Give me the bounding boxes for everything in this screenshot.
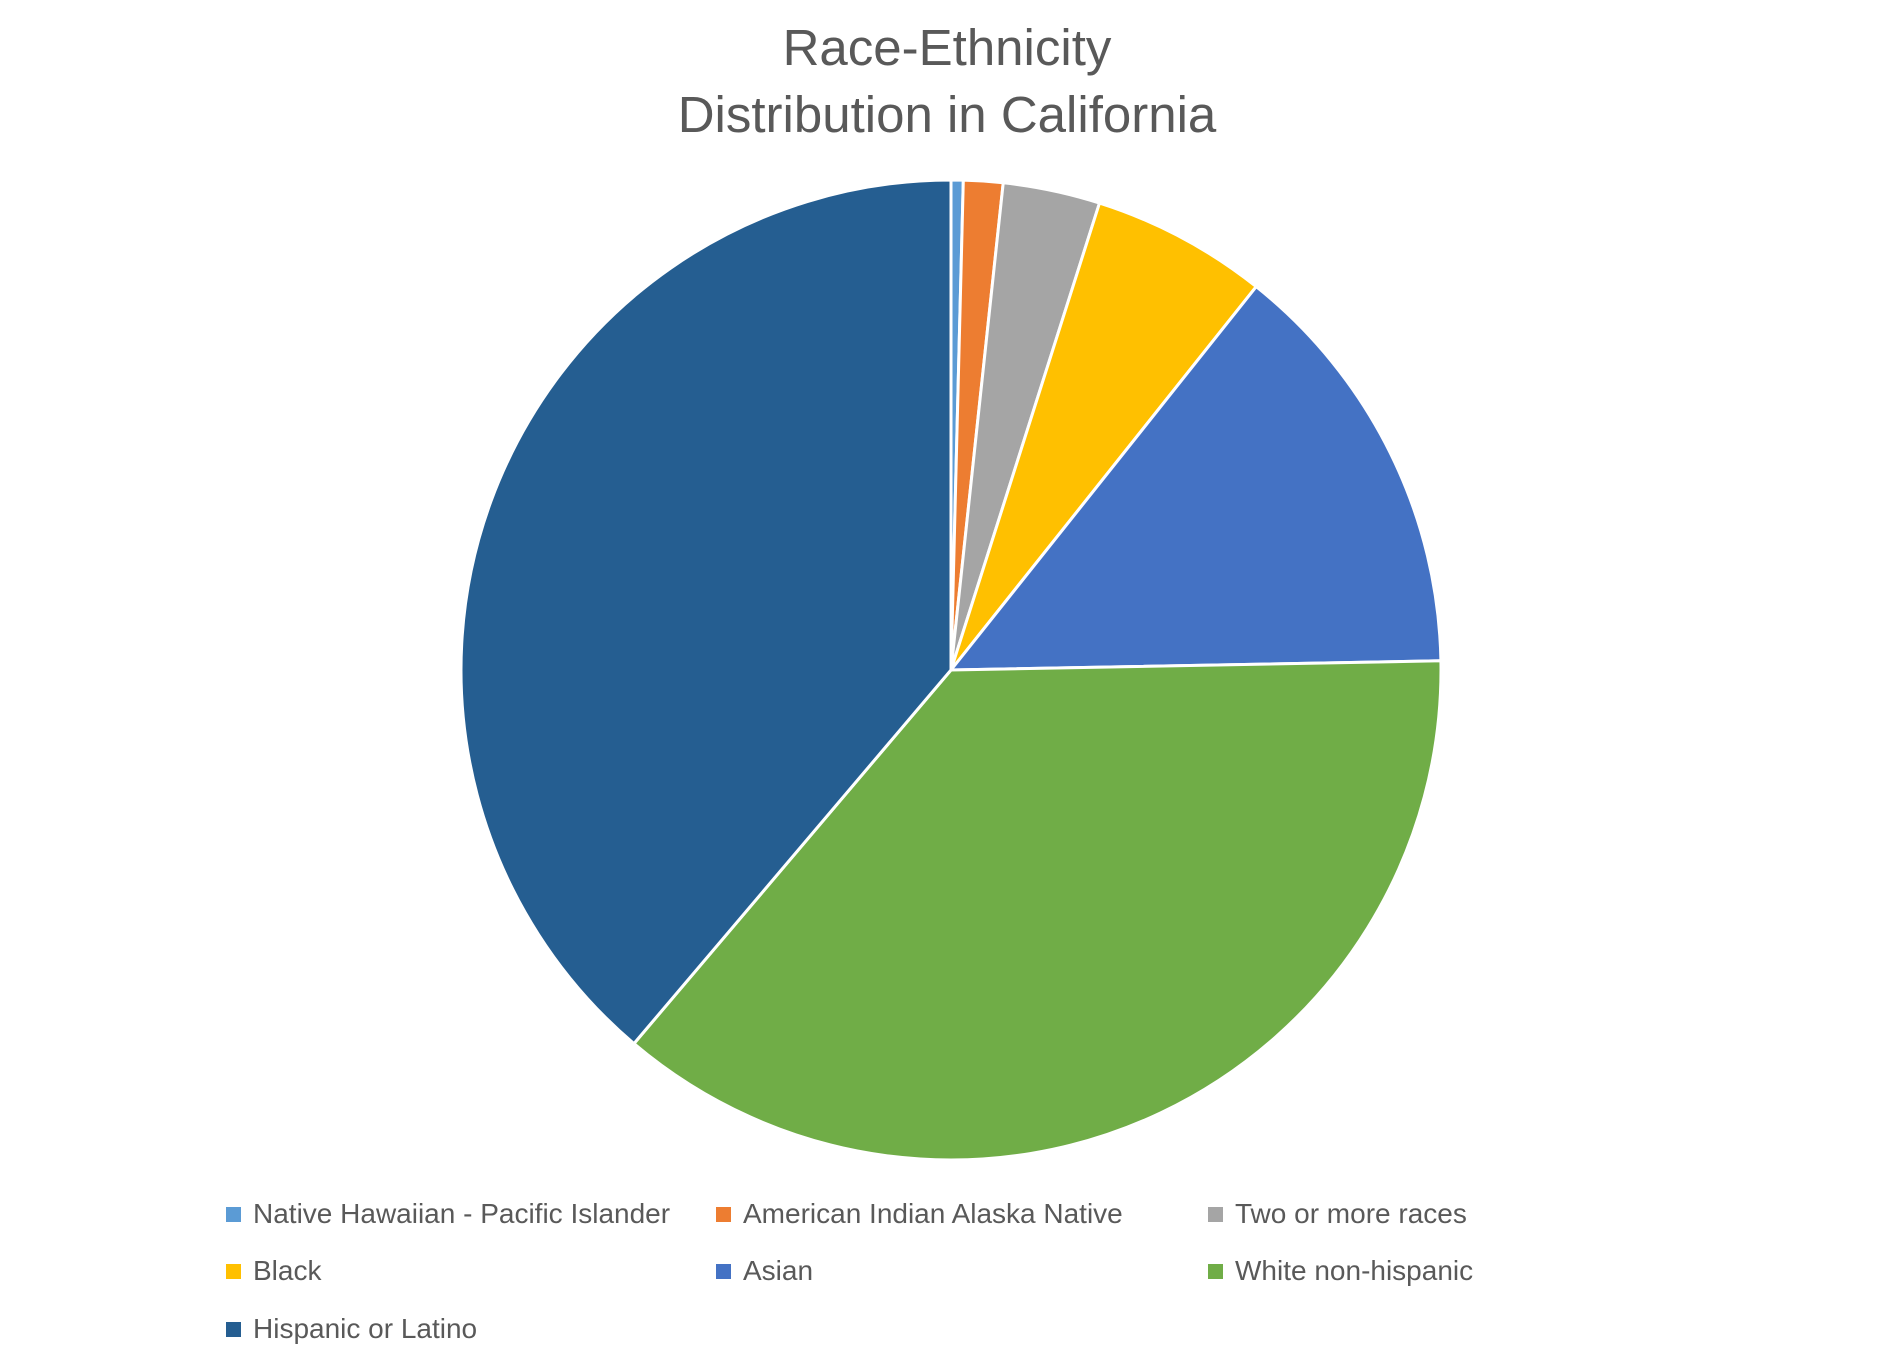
pie-slice-hispanic-or-latino xyxy=(459,178,953,1046)
legend-label: Asian xyxy=(743,1255,814,1286)
legend-swatch xyxy=(226,1206,241,1222)
legend-swatch xyxy=(226,1263,241,1279)
legend-swatch xyxy=(716,1263,731,1279)
legend-item-black: Black xyxy=(226,1251,321,1291)
legend-label: Hispanic or Latino xyxy=(253,1313,478,1344)
legend-label: American Indian Alaska Native xyxy=(743,1198,1123,1229)
legend-label: White non-hispanic xyxy=(1235,1255,1474,1286)
legend-item-white-non-hispanic: White non-hispanic xyxy=(1208,1251,1473,1291)
chart-title-line-1: Race-Ethnicity xyxy=(782,19,1112,76)
pie-slice-white-non-hispanic xyxy=(632,659,1443,1162)
legend-item-two-or-more-races: Two or more races xyxy=(1208,1194,1467,1234)
legend-swatch xyxy=(1208,1263,1223,1279)
legend-swatch xyxy=(226,1321,241,1337)
chart-legend: Native Hawaiian - Pacific Islander Americ… xyxy=(226,1194,1626,1344)
chart-title-line-2: Distribution in California xyxy=(677,86,1217,143)
pie-slice-black xyxy=(949,201,1258,672)
chart-title: Race-Ethnicity Distribution in Californi… xyxy=(0,14,1894,148)
pie-slice-asian xyxy=(949,285,1443,672)
legend-item-hispanic-or-latino: Hispanic or Latino xyxy=(226,1309,477,1349)
legend-label: Native Hawaiian - Pacific Islander xyxy=(253,1198,671,1229)
legend-item-asian: Asian xyxy=(716,1251,813,1291)
legend-item-native-hawaiian-pacific-islander: Native Hawaiian - Pacific Islander xyxy=(226,1194,670,1234)
legend-label: Two or more races xyxy=(1235,1198,1467,1229)
legend-item-american-indian-alaska-native: American Indian Alaska Native xyxy=(716,1194,1123,1234)
legend-swatch xyxy=(1208,1206,1223,1222)
legend-label: Black xyxy=(253,1255,322,1286)
legend-swatch xyxy=(716,1206,731,1222)
